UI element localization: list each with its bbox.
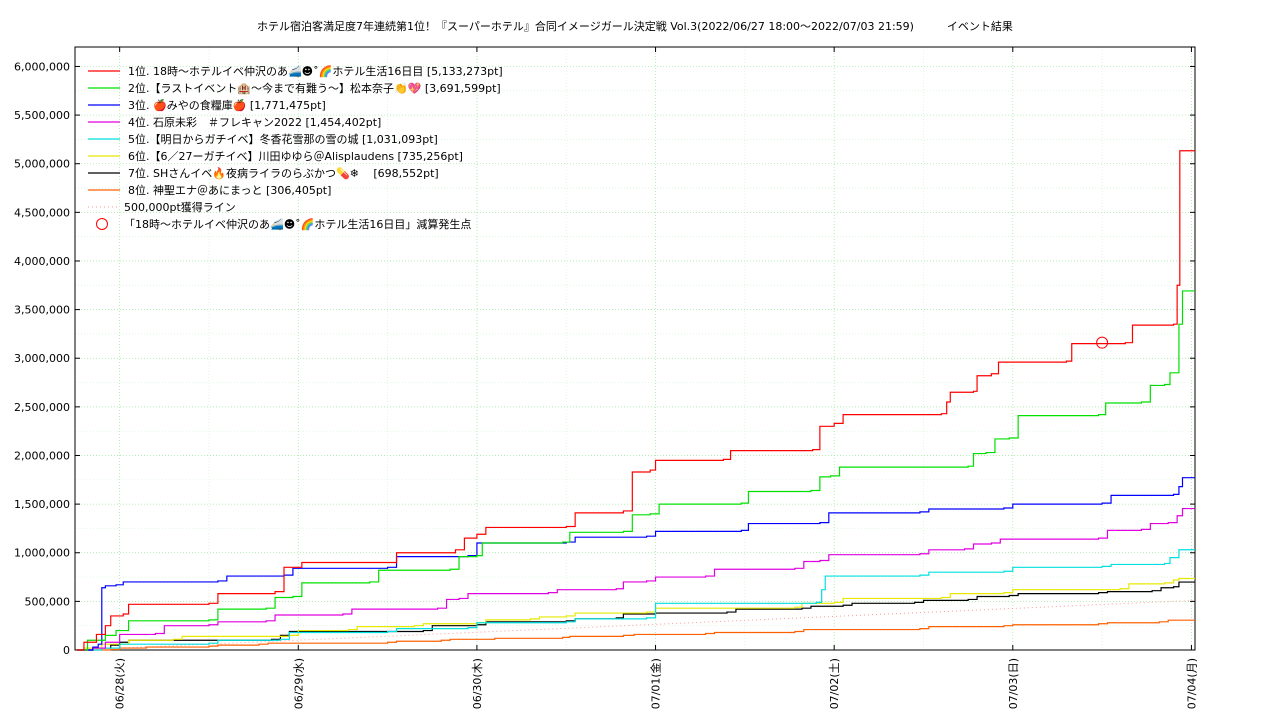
series-line-2 <box>76 290 1195 651</box>
legend-label: 2位.【ラストイベント🏨〜今まで有難う〜】松本奈子👏💖 [3,691,599pt… <box>128 81 501 95</box>
legend-label: 8位. 神聖エナ＠あにまっと [306,405pt] <box>128 183 331 197</box>
legend-label-reference: 500,000pt獲得ライン <box>124 201 236 214</box>
y-tick-label: 3,000,000 <box>14 352 70 365</box>
legend-label: 5位.【明日からガチイベ】冬香花雪那の雪の城 [1,031,093pt] <box>128 132 438 146</box>
series-line-1 <box>76 150 1195 651</box>
legend: 1位. 18時〜ホテルイベ仲沢のあ🚄☻︎˚🌈ホテル生活16日目 [5,133,2… <box>88 64 503 231</box>
x-tick-label: 07/02(土) <box>828 658 841 709</box>
y-tick-label: 2,500,000 <box>14 401 70 414</box>
ticks-layer: 0 500,000 1,000,000 1,500,000 2,000,000 2,500… <box>14 47 1198 709</box>
reference-line <box>76 599 1196 651</box>
x-tick-label: 06/30(木) <box>471 658 484 709</box>
y-tick-label: 4,500,000 <box>14 206 70 219</box>
y-tick-label: 1,000,000 <box>14 547 70 560</box>
grid-layer <box>75 47 1195 651</box>
y-tick-label: 6,000,000 <box>14 60 70 73</box>
y-tick-label: 5,500,000 <box>14 109 70 122</box>
x-tick-label: 06/28(火) <box>114 658 127 709</box>
legend-label: 6位.【6／27ーガチイベ】川田ゆゆら＠Alisplaudens [735,25… <box>128 149 463 163</box>
x-tick-label: 07/04(月) <box>1185 658 1198 709</box>
legend-swatch-marker <box>96 218 108 230</box>
series-line-4 <box>76 507 1195 651</box>
y-tick-label: 5,000,000 <box>14 158 70 171</box>
y-tick-label: 4,000,000 <box>14 255 70 268</box>
series-line-5 <box>76 549 1195 651</box>
x-tick-label: 07/01(金) <box>649 658 663 709</box>
legend-label: 4位. 石原未彩 ＃フレキャン2022 [1,454,402pt] <box>128 115 381 129</box>
legend-label: 3位. 🍎みやの食糧庫🍎 [1,771,475pt] <box>128 98 326 112</box>
series-layer <box>76 150 1196 651</box>
y-tick-label: 2,000,000 <box>14 449 70 462</box>
legend-label: 7位. SHさんイベ🔥夜病ライラのらぶかつ💊❄ [698,552pt] <box>128 166 439 180</box>
x-tick-label: 06/29(水) <box>292 658 305 709</box>
series-line-8 <box>76 619 1195 651</box>
y-tick-label: 0 <box>63 644 70 657</box>
y-tick-label: 3,500,000 <box>14 304 70 317</box>
series-line-7 <box>76 581 1195 651</box>
series-line-6 <box>76 577 1195 651</box>
chart-title: ホテル宿泊客満足度7年連続第1位！『スーパーホテル』合同イメージガール決定戦 V… <box>257 19 1013 33</box>
legend-label: 1位. 18時〜ホテルイベ仲沢のあ🚄☻︎˚🌈ホテル生活16日目 [5,133,2… <box>128 64 503 78</box>
series-line-3 <box>76 477 1195 651</box>
y-tick-label: 500,000 <box>25 595 71 608</box>
legend-label-marker: 「18時〜ホテルイベ仲沢のあ🚄☻︎˚🌈ホテル生活16日目」減算発生点 <box>124 217 471 231</box>
y-tick-label: 1,500,000 <box>14 498 70 511</box>
x-tick-label: 07/03(日) <box>1007 658 1020 709</box>
deduction-marker <box>1096 336 1109 349</box>
plot-frame <box>74 46 1196 651</box>
